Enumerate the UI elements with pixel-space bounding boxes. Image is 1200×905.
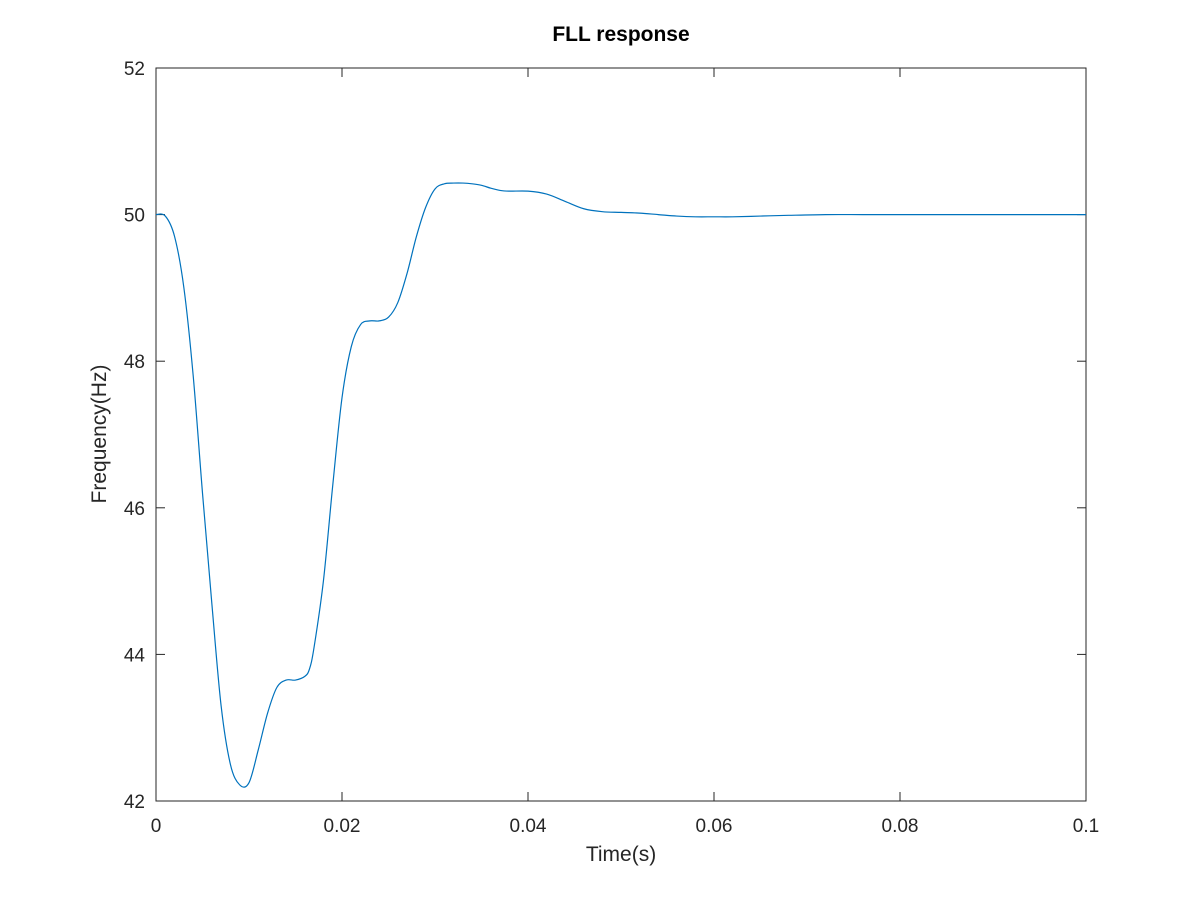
y-tick-label: 42 (124, 792, 145, 813)
x-tick-label: 0.04 (510, 816, 547, 837)
y-tick-label: 52 (124, 59, 145, 80)
axes-box (155, 67, 1087, 802)
x-tick-label: 0.02 (324, 816, 361, 837)
chart-title: FLL response (552, 23, 689, 46)
y-tick-label: 50 (124, 206, 145, 227)
x-tick-label: 0 (151, 816, 162, 837)
x-tick-label: 0.1 (1073, 816, 1099, 837)
tick-labels-group: 0 0.02 0.04 0.06 0.08 0.1 42 44 46 48 50 52 (124, 59, 1099, 837)
y-tick-label: 48 (124, 352, 145, 373)
x-tick-label: 0.08 (882, 816, 919, 837)
y-tick-label: 46 (124, 499, 145, 520)
x-tick-label: 0.06 (696, 816, 733, 837)
y-tick-label: 44 (124, 645, 146, 666)
y-axis-label: Frequency(Hz) (88, 365, 111, 504)
series-line-frequency (155, 182, 1087, 788)
x-axis-label: Time(s) (586, 843, 656, 866)
